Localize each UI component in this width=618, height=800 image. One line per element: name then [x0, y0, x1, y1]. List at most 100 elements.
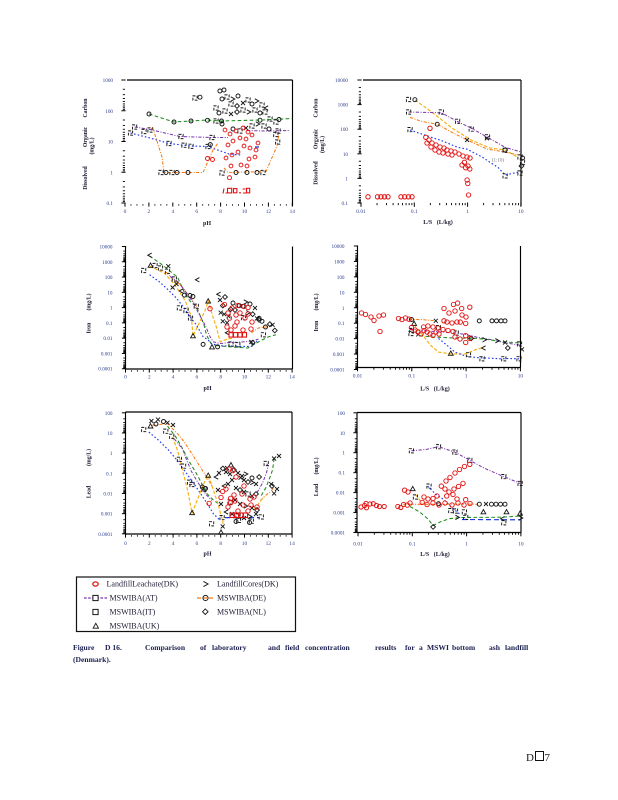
- svg-text:1000: 1000: [338, 103, 349, 109]
- svg-text:4: 4: [172, 541, 175, 547]
- svg-text:0.1: 0.1: [338, 321, 345, 327]
- svg-text:Carbon: Carbon: [83, 98, 89, 118]
- svg-text:LandfillLeachate(DK): LandfillLeachate(DK): [107, 580, 179, 589]
- svg-text:Lead: Lead: [87, 485, 93, 498]
- svg-text:100: 100: [340, 127, 348, 133]
- svg-text:0.1: 0.1: [339, 471, 346, 477]
- svg-text:10: 10: [108, 140, 114, 146]
- svg-text:0.1: 0.1: [342, 201, 349, 207]
- svg-text:2: 2: [148, 375, 151, 381]
- svg-text:(mg/L): (mg/L): [89, 137, 96, 154]
- svg-text:10: 10: [343, 152, 349, 158]
- svg-text:2: 2: [148, 209, 151, 215]
- svg-text:0.1: 0.1: [409, 542, 416, 548]
- svg-text:1: 1: [342, 306, 345, 312]
- svg-text:1: 1: [466, 209, 469, 215]
- svg-text:14: 14: [290, 209, 296, 215]
- svg-text:MSWIBA(UK): MSWIBA(UK): [110, 622, 160, 631]
- svg-text:(mg/L): (mg/L): [86, 293, 93, 310]
- svg-text:0: 0: [124, 209, 127, 215]
- svg-text:0.001: 0.001: [101, 351, 113, 357]
- svg-text:Dissolved: Dissolved: [83, 165, 89, 189]
- svg-text:0.1: 0.1: [106, 321, 113, 327]
- svg-text:0.1: 0.1: [408, 374, 415, 380]
- svg-text:8: 8: [219, 375, 222, 381]
- svg-text:0.0001: 0.0001: [98, 532, 113, 538]
- svg-text:2: 2: [148, 541, 151, 547]
- svg-text:(mg/L): (mg/L): [313, 457, 320, 474]
- svg-text:(1:10): (1:10): [492, 159, 505, 164]
- svg-text:Iron: Iron: [314, 320, 320, 332]
- svg-text:10000: 10000: [332, 244, 345, 250]
- svg-text:0.001: 0.001: [333, 352, 345, 358]
- svg-text:MSWIBA(NL): MSWIBA(NL): [217, 608, 266, 617]
- svg-text:14: 14: [289, 375, 295, 381]
- svg-text:10000: 10000: [100, 245, 113, 251]
- svg-text:1: 1: [342, 451, 345, 457]
- svg-text:0.1: 0.1: [106, 471, 113, 477]
- svg-text:0.01: 0.01: [103, 491, 112, 497]
- svg-text:MSWIBA(AT): MSWIBA(AT): [110, 594, 158, 603]
- svg-text:100: 100: [105, 411, 113, 417]
- svg-text:0.01: 0.01: [103, 336, 112, 342]
- svg-text:1: 1: [110, 451, 113, 457]
- svg-text:1: 1: [110, 306, 113, 312]
- svg-text:L/S (L/kg): L/S (L/kg): [420, 386, 450, 393]
- svg-text:1: 1: [465, 374, 468, 380]
- svg-text:(mg/L): (mg/L): [86, 449, 93, 466]
- svg-text:0.01: 0.01: [356, 209, 366, 215]
- svg-text:10: 10: [242, 209, 248, 215]
- svg-text:12: 12: [266, 541, 272, 547]
- svg-text:1000: 1000: [334, 259, 345, 265]
- svg-text:10: 10: [340, 431, 346, 437]
- svg-text:10: 10: [518, 209, 524, 215]
- svg-text:4: 4: [172, 375, 175, 381]
- svg-text:10: 10: [518, 374, 524, 380]
- svg-text:0.001: 0.001: [333, 511, 345, 517]
- svg-text:10: 10: [107, 431, 113, 437]
- svg-text:1000: 1000: [103, 78, 114, 84]
- svg-text:Organic: Organic: [314, 128, 320, 149]
- svg-text:0.01: 0.01: [335, 337, 344, 343]
- svg-text:6: 6: [196, 541, 199, 547]
- svg-text:Organic: Organic: [83, 126, 89, 147]
- svg-text:100: 100: [105, 109, 113, 115]
- svg-text:0.0001: 0.0001: [330, 368, 345, 374]
- svg-text:L/S (L/kg): L/S (L/kg): [423, 219, 453, 226]
- svg-text:1: 1: [110, 170, 113, 176]
- svg-text:6: 6: [196, 375, 199, 381]
- svg-text:4: 4: [171, 209, 174, 215]
- svg-text:6: 6: [195, 209, 198, 215]
- svg-text:10: 10: [107, 290, 113, 296]
- svg-text:1: 1: [465, 542, 468, 548]
- svg-text:pH: pH: [203, 386, 211, 392]
- svg-text:10: 10: [242, 375, 248, 381]
- svg-text:MSWIBA(DE): MSWIBA(DE): [217, 594, 266, 603]
- svg-text:1: 1: [345, 176, 348, 182]
- svg-text:(mg/L): (mg/L): [313, 293, 320, 310]
- svg-text:10000: 10000: [335, 78, 348, 84]
- svg-text:8: 8: [219, 541, 222, 547]
- svg-text:10: 10: [518, 542, 524, 548]
- svg-text:100: 100: [105, 275, 113, 281]
- svg-text:10: 10: [339, 290, 345, 296]
- svg-text:0: 0: [124, 375, 127, 381]
- svg-text:12: 12: [266, 209, 272, 215]
- svg-text:LandfillCores(DK): LandfillCores(DK): [217, 580, 279, 589]
- svg-text:0.1: 0.1: [411, 209, 418, 215]
- svg-text:L/S (L/kg): L/S (L/kg): [420, 551, 450, 558]
- svg-text:Iron: Iron: [87, 322, 93, 334]
- svg-text:14: 14: [289, 541, 295, 547]
- svg-text:0: 0: [124, 541, 127, 547]
- svg-text:0.001: 0.001: [101, 512, 113, 518]
- svg-text:10: 10: [242, 541, 248, 547]
- svg-text:0.01: 0.01: [353, 374, 363, 380]
- svg-text:100: 100: [337, 275, 345, 281]
- svg-text:8: 8: [219, 209, 222, 215]
- svg-text:pH: pH: [203, 552, 211, 558]
- svg-text:Carbon: Carbon: [314, 98, 320, 118]
- svg-text:0.0001: 0.0001: [98, 367, 113, 373]
- svg-text:0.0001: 0.0001: [331, 531, 346, 537]
- svg-text:Lead: Lead: [314, 483, 320, 496]
- svg-text:Dissolved: Dissolved: [314, 160, 320, 184]
